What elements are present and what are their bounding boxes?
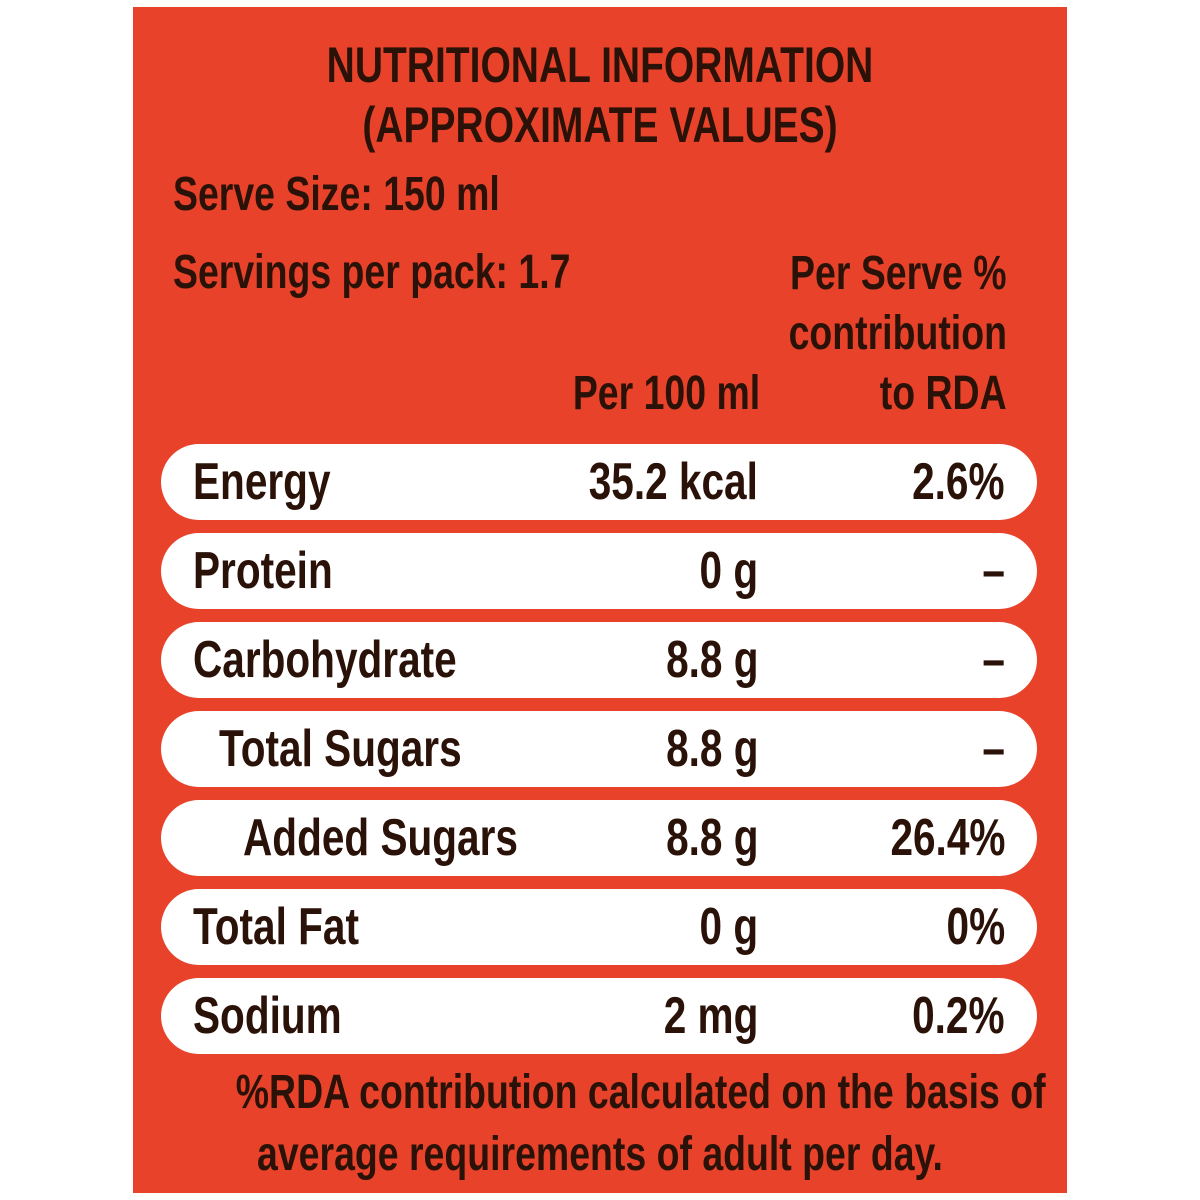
nutrient-rda: – [982,631,1005,689]
label-subtitle: (APPROXIMATE VALUES) [362,97,838,153]
nutrient-rda: – [982,720,1005,778]
nutrient-row-added-sugars: Added Sugars 8.8 g 26.4% [161,800,1037,876]
nutrient-rda: 0.2% [912,987,1005,1045]
nutrient-per-100: 0 g [699,898,758,956]
nutrient-row-protein: Protein 0 g – [161,533,1037,609]
nutrient-name: Sodium [193,987,342,1045]
nutrient-row-total-fat: Total Fat 0 g 0% [161,889,1037,965]
per-100-header: Per 100 ml [572,367,760,420]
nutrient-per-100: 8.8 g [665,631,758,689]
nutrient-name: Added Sugars [243,809,518,867]
nutrient-row-total-sugars: Total Sugars 8.8 g – [161,711,1037,787]
nutrient-per-100: 35.2 kcal [588,453,758,511]
nutrient-name: Energy [193,453,331,511]
nutrient-row-energy: Energy 35.2 kcal 2.6% [161,444,1037,520]
serve-size: Serve Size: 150 ml [173,168,500,221]
nutrient-name: Total Sugars [219,720,462,778]
rda-header-line2: contribution [788,307,1007,360]
nutrient-per-100: 8.8 g [665,809,758,867]
rda-header-line1: Per Serve % [790,247,1007,300]
rda-header-line3: to RDA [880,367,1007,420]
nutrient-row-carbohydrate: Carbohydrate 8.8 g – [161,622,1037,698]
servings-per-pack: Servings per pack: 1.7 [173,246,571,299]
nutrient-name: Protein [193,542,333,600]
footnote-line1: %RDA contribution calculated on the basi… [235,1066,1046,1119]
label-title: NUTRITIONAL INFORMATION [326,37,874,93]
nutrient-name: Carbohydrate [193,631,457,689]
nutrient-rda: 26.4% [889,809,1005,867]
nutrient-per-100: 0 g [699,542,758,600]
nutrient-rda: 0% [946,898,1005,956]
nutrient-per-100: 2 mg [663,987,758,1045]
nutrient-name: Total Fat [193,898,359,956]
nutrient-rda: 2.6% [912,453,1005,511]
nutrient-rda: – [982,542,1005,600]
nutrition-label: NUTRITIONAL INFORMATION (APPROXIMATE VAL… [133,7,1067,1193]
nutrient-per-100: 8.8 g [665,720,758,778]
footnote-line2: average requirements of adult per day. [257,1128,943,1181]
nutrient-row-sodium: Sodium 2 mg 0.2% [161,978,1037,1054]
